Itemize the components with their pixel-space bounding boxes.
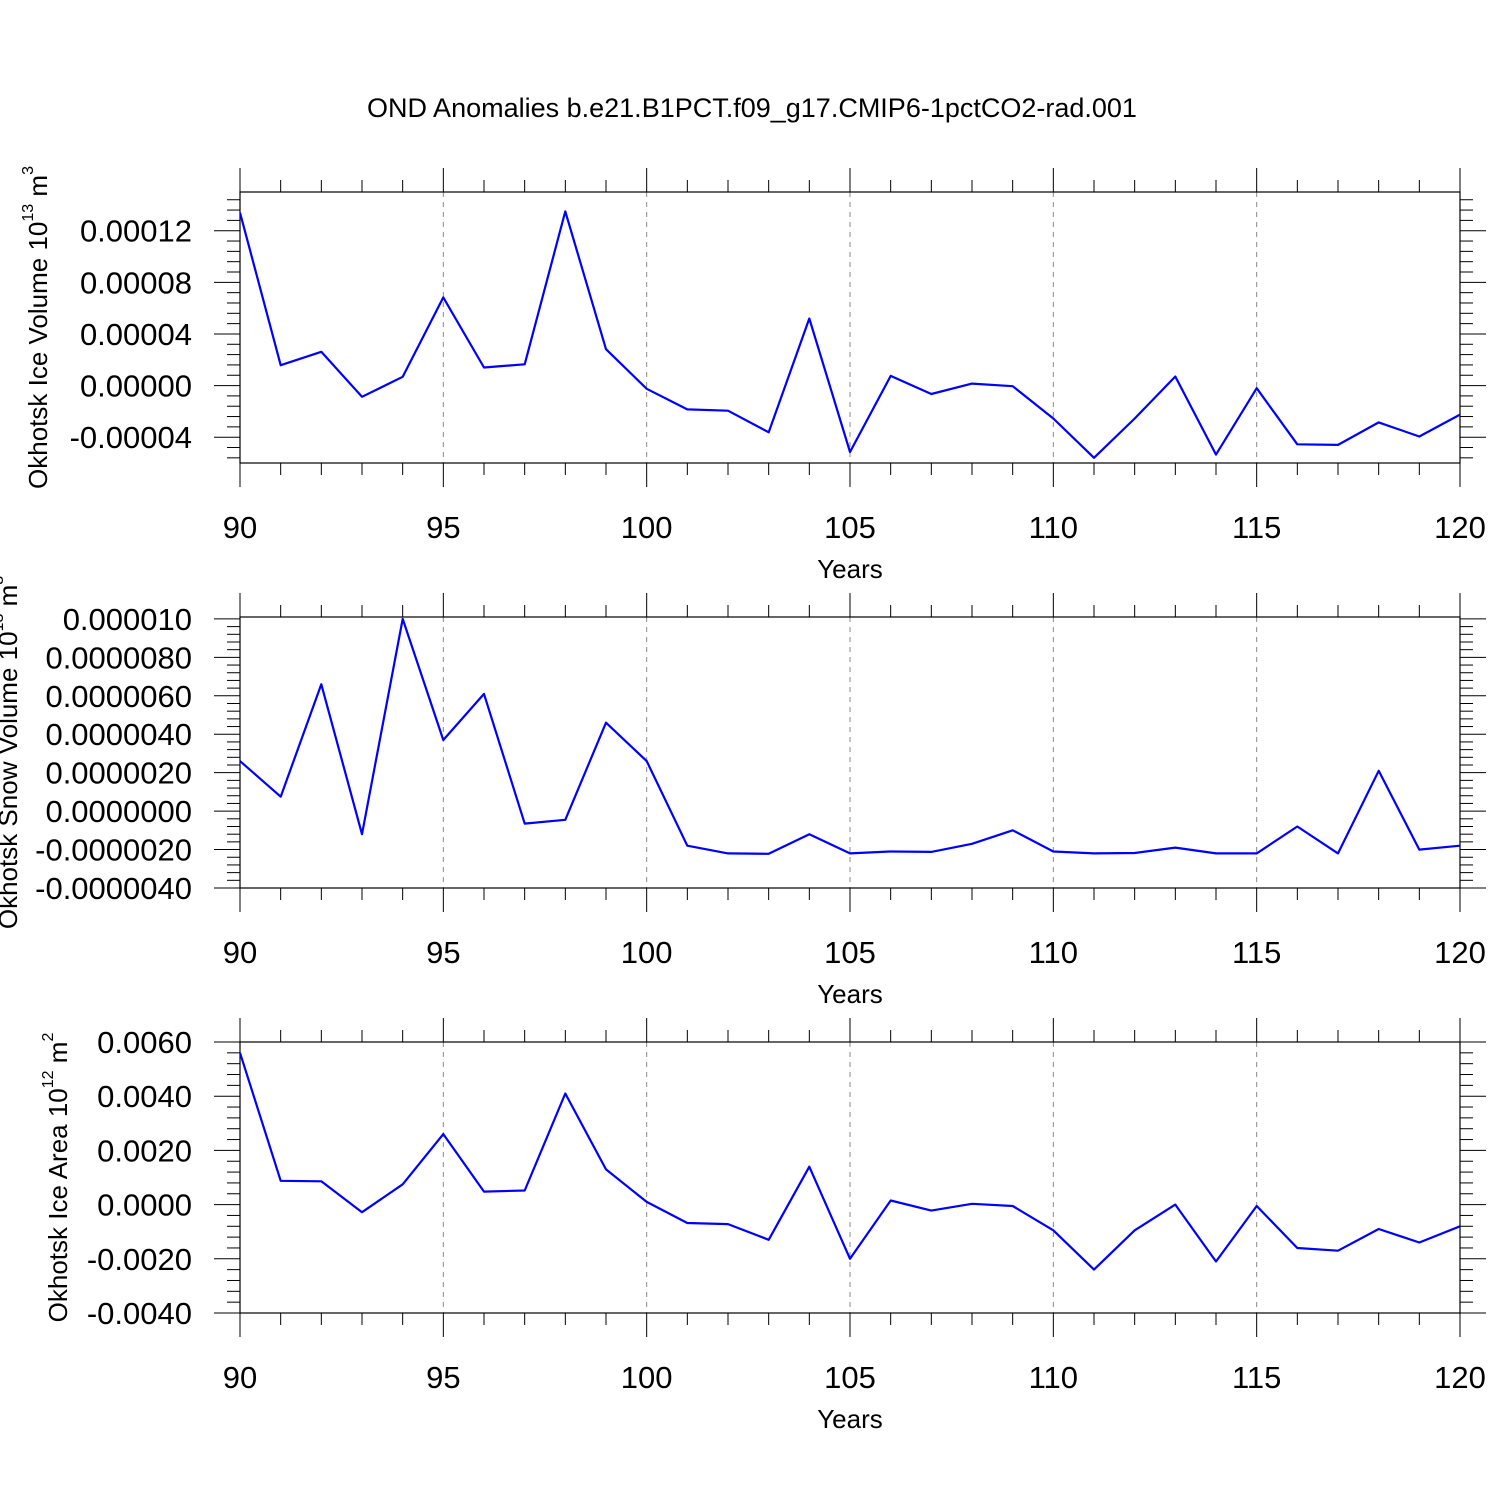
x-axis-label: Years: [817, 1404, 883, 1434]
y-tick-label: 0.00004: [80, 317, 192, 352]
x-tick-label: 120: [1434, 1360, 1486, 1395]
x-tick-label: 90: [223, 1360, 257, 1395]
y-tick-label: -0.00004: [70, 420, 192, 455]
x-tick-label: 90: [223, 935, 257, 970]
y-axis-label: Okhotsk Ice Area 1012 m2: [40, 1033, 73, 1323]
x-tick-label: 100: [621, 1360, 673, 1395]
ice-area-panel: 90 95 100 105 110 115 120 0.0060 0.0040 0.0020 0.0…: [40, 1018, 1486, 1434]
y-tick-label: 0.0000: [97, 1188, 192, 1223]
x-tick-label: 100: [621, 935, 673, 970]
x-tick-label: 110: [1029, 935, 1078, 970]
y-tick-label: 0.0000000: [45, 794, 192, 829]
series-line: [240, 1052, 1460, 1271]
series-line: [240, 617, 1460, 855]
x-tick-label: 95: [426, 1360, 460, 1395]
chart-title: OND Anomalies b.e21.B1PCT.f09_g17.CMIP6-…: [367, 93, 1137, 123]
y-tick-label: 0.00000: [80, 369, 192, 404]
x-tick-label: 120: [1434, 510, 1486, 545]
y-axis-label: Okhotsk Snow Volume 1013 m3: [0, 576, 23, 929]
x-tick-label: 115: [1232, 510, 1281, 545]
x-tick-label: 105: [824, 510, 876, 545]
y-tick-label: 0.0000080: [45, 640, 192, 675]
y-axis-label: Okhotsk Ice Volume 1013 m3: [20, 166, 53, 489]
plot-frame: [239, 1041, 1461, 1314]
ice-volume-panel: 90 95 100 105 110 115 120 0.00012 0.00008 0.00004…: [20, 166, 1486, 584]
y-tick-label: -0.0040: [87, 1296, 192, 1331]
y-tick-label: -0.0020: [87, 1242, 192, 1277]
series-line: [240, 210, 1460, 459]
plot-frame: [239, 616, 1461, 889]
x-tick-label: 115: [1232, 935, 1281, 970]
x-axis-label: Years: [817, 554, 883, 584]
x-tick-label: 115: [1232, 1360, 1281, 1395]
x-axis-label: Years: [817, 979, 883, 1009]
x-tick-label: 110: [1029, 510, 1078, 545]
x-tick-label: 110: [1029, 1360, 1078, 1395]
x-tick-label: 95: [426, 935, 460, 970]
y-tick-label: -0.0000020: [35, 833, 192, 868]
x-tick-label: 95: [426, 510, 460, 545]
y-tick-label: 0.0020: [97, 1133, 192, 1168]
x-tick-label: 105: [824, 935, 876, 970]
x-tick-label: 90: [223, 510, 257, 545]
y-tick-label: 0.0000040: [45, 717, 192, 752]
y-tick-label: 0.0000060: [45, 679, 192, 714]
x-tick-label: 105: [824, 1360, 876, 1395]
y-tick-label: 0.0000020: [45, 756, 192, 791]
plot-frame: [239, 191, 1461, 464]
x-tick-label: 120: [1434, 935, 1486, 970]
y-tick-label: 0.0040: [97, 1079, 192, 1114]
y-tick-label: 0.00012: [80, 214, 192, 249]
y-tick-label: 0.00008: [80, 265, 192, 300]
y-tick-label: -0.0000040: [35, 871, 192, 906]
y-tick-label: 0.0060: [97, 1025, 192, 1060]
y-tick-label: 0.000010: [63, 602, 192, 637]
x-tick-label: 100: [621, 510, 673, 545]
